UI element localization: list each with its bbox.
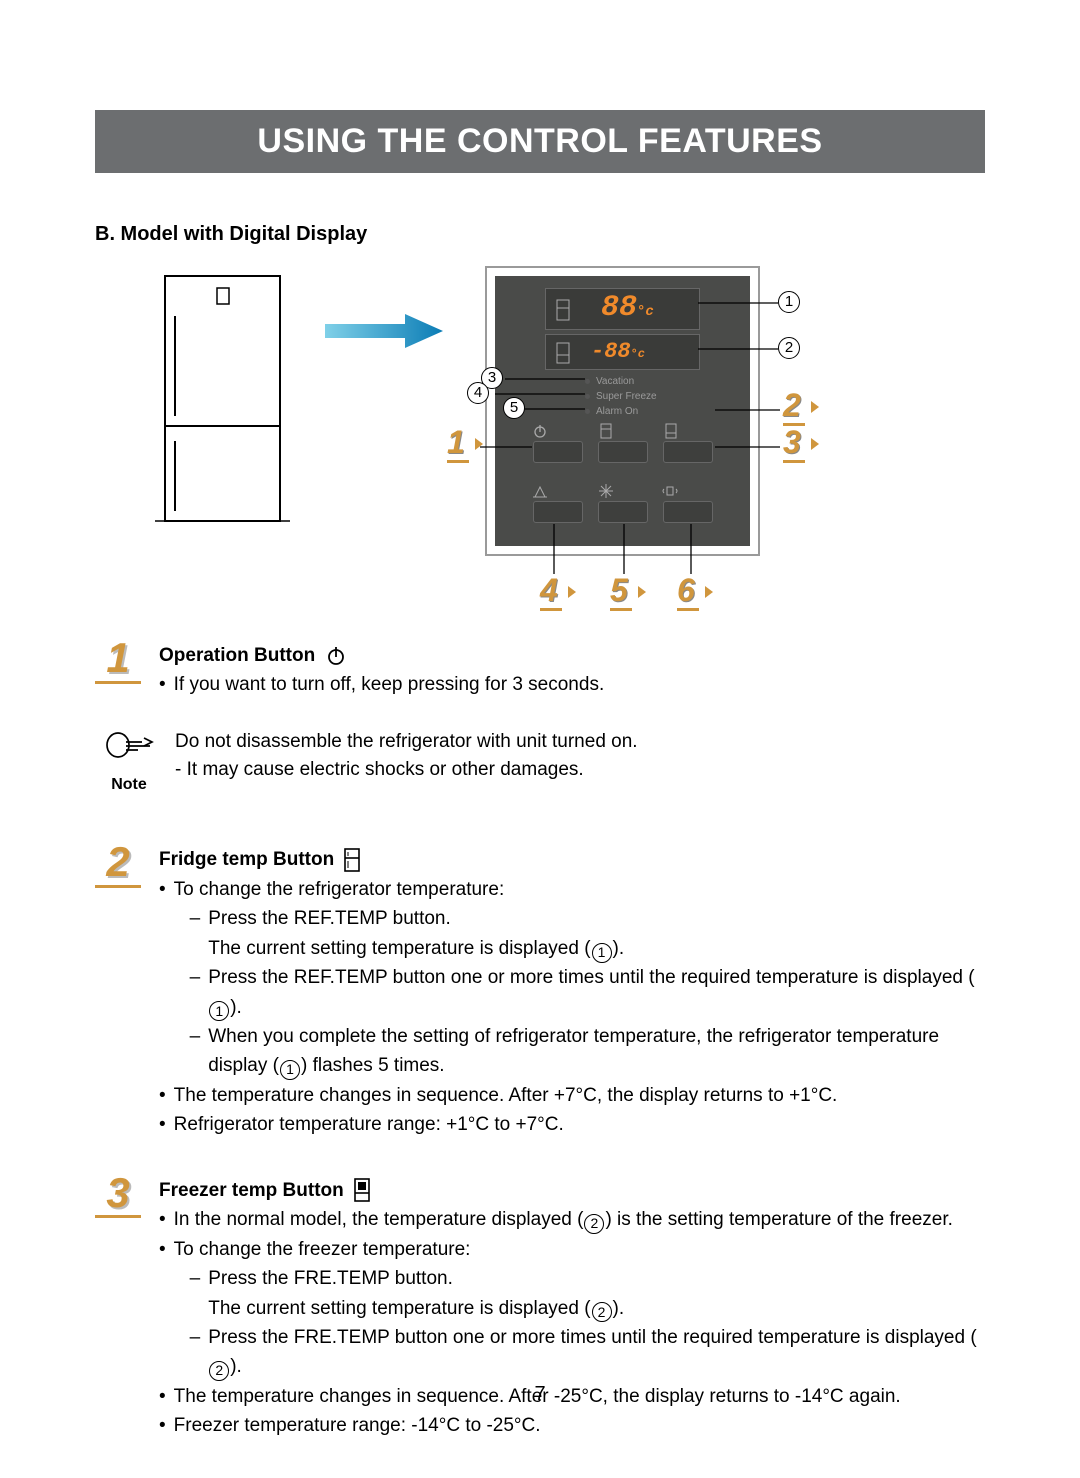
- superfreeze-label-row: Super Freeze: [585, 391, 657, 402]
- s2-sub1: Press the REF.TEMP button.: [208, 908, 451, 929]
- page-number: 7: [0, 1383, 1080, 1406]
- s3-sub2b: ).: [230, 1356, 242, 1377]
- s3-item-a-pre: In the normal model, the temperature dis…: [174, 1209, 584, 1230]
- s3-item-b: To change the freezer temperature:: [174, 1239, 471, 1260]
- page-title: USING THE CONTROL FEATURES: [95, 110, 985, 173]
- inline-circle-1: 1: [592, 943, 612, 963]
- big-callout-4: 4: [540, 574, 562, 611]
- s2-sub2a: Press the REF.TEMP button one or more ti…: [208, 967, 974, 988]
- freezer-small-icon: [665, 423, 677, 439]
- fridge-icon: [556, 299, 570, 321]
- freezer-icon: [556, 342, 570, 364]
- callout-circle-1: 1: [778, 291, 800, 313]
- note-line-1: Do not disassemble the refrigerator with…: [175, 728, 638, 757]
- callout-circle-2: 2: [778, 337, 800, 359]
- arrow-icon: [325, 306, 445, 356]
- note-block: Note Do not disassemble the refrigerator…: [95, 728, 985, 798]
- inline-circle-1b: 1: [209, 1001, 229, 1021]
- fridge-small-icon: [600, 423, 612, 439]
- fridge-illustration: [145, 266, 315, 536]
- vacation-label-row: Vacation: [585, 376, 634, 387]
- inline-circle-2b: 2: [592, 1302, 612, 1322]
- big-callout-6: 6: [677, 574, 699, 611]
- inline-circle-1c: 1: [280, 1060, 300, 1080]
- alarm-icon: [661, 483, 679, 499]
- section-3-number: 3: [95, 1176, 141, 1219]
- control-panel: 88°c -88°c Vacation Super Freeze Alarm O…: [495, 276, 750, 546]
- s3-item-d: Freezer temperature range: -14°C to -25°…: [174, 1411, 541, 1440]
- section-1-number: 1: [95, 641, 141, 684]
- callout-circle-5: 5: [503, 397, 525, 419]
- s2-sub1c: ).: [613, 938, 625, 959]
- callout-circle-4: 4: [467, 382, 489, 404]
- section-1-text: If you want to turn off, keep pressing f…: [174, 670, 605, 699]
- big-callout-2: 2: [783, 389, 805, 426]
- control-panel-outer: 88°c -88°c Vacation Super Freeze Alarm O…: [485, 266, 760, 556]
- note-label: Note: [95, 773, 163, 797]
- vacation-icon: [531, 483, 549, 499]
- s2-item-a: To change the refrigerator temperature:: [174, 879, 505, 900]
- control-panel-wrap: 88°c -88°c Vacation Super Freeze Alarm O…: [485, 266, 760, 556]
- panel-button-row-1: [525, 441, 720, 463]
- s2-item-b: The temperature changes in sequence. Aft…: [174, 1081, 838, 1110]
- s2-sub2b: ).: [230, 997, 242, 1018]
- big-callout-5: 5: [610, 574, 632, 611]
- section-2-number: 2: [95, 845, 141, 888]
- big-callout-1: 1: [447, 426, 469, 463]
- diagram-row: 88°c -88°c Vacation Super Freeze Alarm O…: [95, 266, 985, 556]
- s3-sub2a: Press the FRE.TEMP button one or more ti…: [208, 1327, 976, 1348]
- big-callout-3: 3: [783, 426, 805, 463]
- power-icon: [325, 645, 347, 667]
- s3-item-a-post: ) is the setting temperature of the free…: [605, 1209, 952, 1230]
- section-1: 1 Operation Button If you want to turn o…: [95, 641, 985, 700]
- power-icon: [532, 423, 548, 439]
- s2-item-c: Refrigerator temperature range: +1°C to …: [174, 1110, 564, 1139]
- s2-sub3b: ) flashes 5 times.: [301, 1055, 445, 1076]
- snowflake-icon: [598, 483, 614, 499]
- inline-circle-2: 2: [584, 1214, 604, 1234]
- s3-sub1c: ).: [613, 1298, 625, 1319]
- inline-circle-2c: 2: [209, 1361, 229, 1381]
- section-2: 2 Fridge temp Button To change the refri…: [95, 845, 985, 1139]
- freezer-icon: [354, 1178, 370, 1202]
- s2-sub1b: The current setting temperature is displ…: [208, 938, 590, 959]
- section-2-title: Fridge temp Button: [159, 845, 334, 874]
- section-1-title: Operation Button: [159, 641, 315, 670]
- section-3-title: Freezer temp Button: [159, 1176, 344, 1205]
- alarm-label-row: Alarm On: [585, 406, 638, 417]
- note-line-2: - It may cause electric shocks or other …: [175, 756, 638, 785]
- freezer-temp-readout: -88°c: [591, 339, 645, 364]
- s3-sub1: Press the FRE.TEMP button.: [208, 1268, 453, 1289]
- note-hand-icon: [104, 728, 154, 762]
- section-subhead: B. Model with Digital Display: [95, 223, 985, 246]
- fridge-icon: [344, 848, 360, 872]
- panel-button-row-2: [525, 501, 720, 523]
- s3-sub1b: The current setting temperature is displ…: [208, 1298, 590, 1319]
- fridge-temp-readout: 88°c: [601, 291, 654, 325]
